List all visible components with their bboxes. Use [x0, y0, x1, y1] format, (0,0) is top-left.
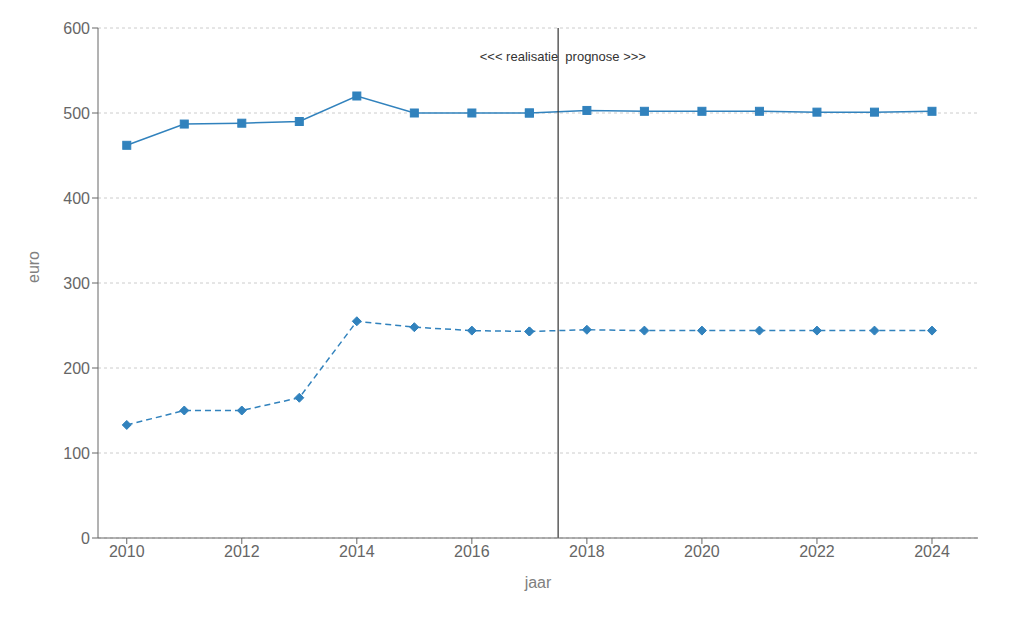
svg-text:2010: 2010: [109, 543, 145, 560]
svg-text:euro: euro: [25, 251, 42, 283]
svg-text:prognose >>>: prognose >>>: [558, 49, 646, 64]
svg-text:2016: 2016: [454, 543, 490, 560]
svg-text:2014: 2014: [339, 543, 375, 560]
svg-text:500: 500: [63, 105, 90, 122]
svg-text:2022: 2022: [799, 543, 835, 560]
svg-text:600: 600: [63, 20, 90, 37]
svg-text:400: 400: [63, 190, 90, 207]
svg-text:100: 100: [63, 445, 90, 462]
svg-text:0: 0: [81, 530, 90, 547]
svg-text:2024: 2024: [914, 543, 950, 560]
svg-text:300: 300: [63, 275, 90, 292]
svg-text:2018: 2018: [569, 543, 605, 560]
svg-text:200: 200: [63, 360, 90, 377]
svg-text:<<< realisatie: <<< realisatie: [480, 49, 558, 64]
svg-text:2020: 2020: [684, 543, 720, 560]
svg-text:2012: 2012: [224, 543, 260, 560]
svg-text:jaar: jaar: [524, 574, 552, 591]
